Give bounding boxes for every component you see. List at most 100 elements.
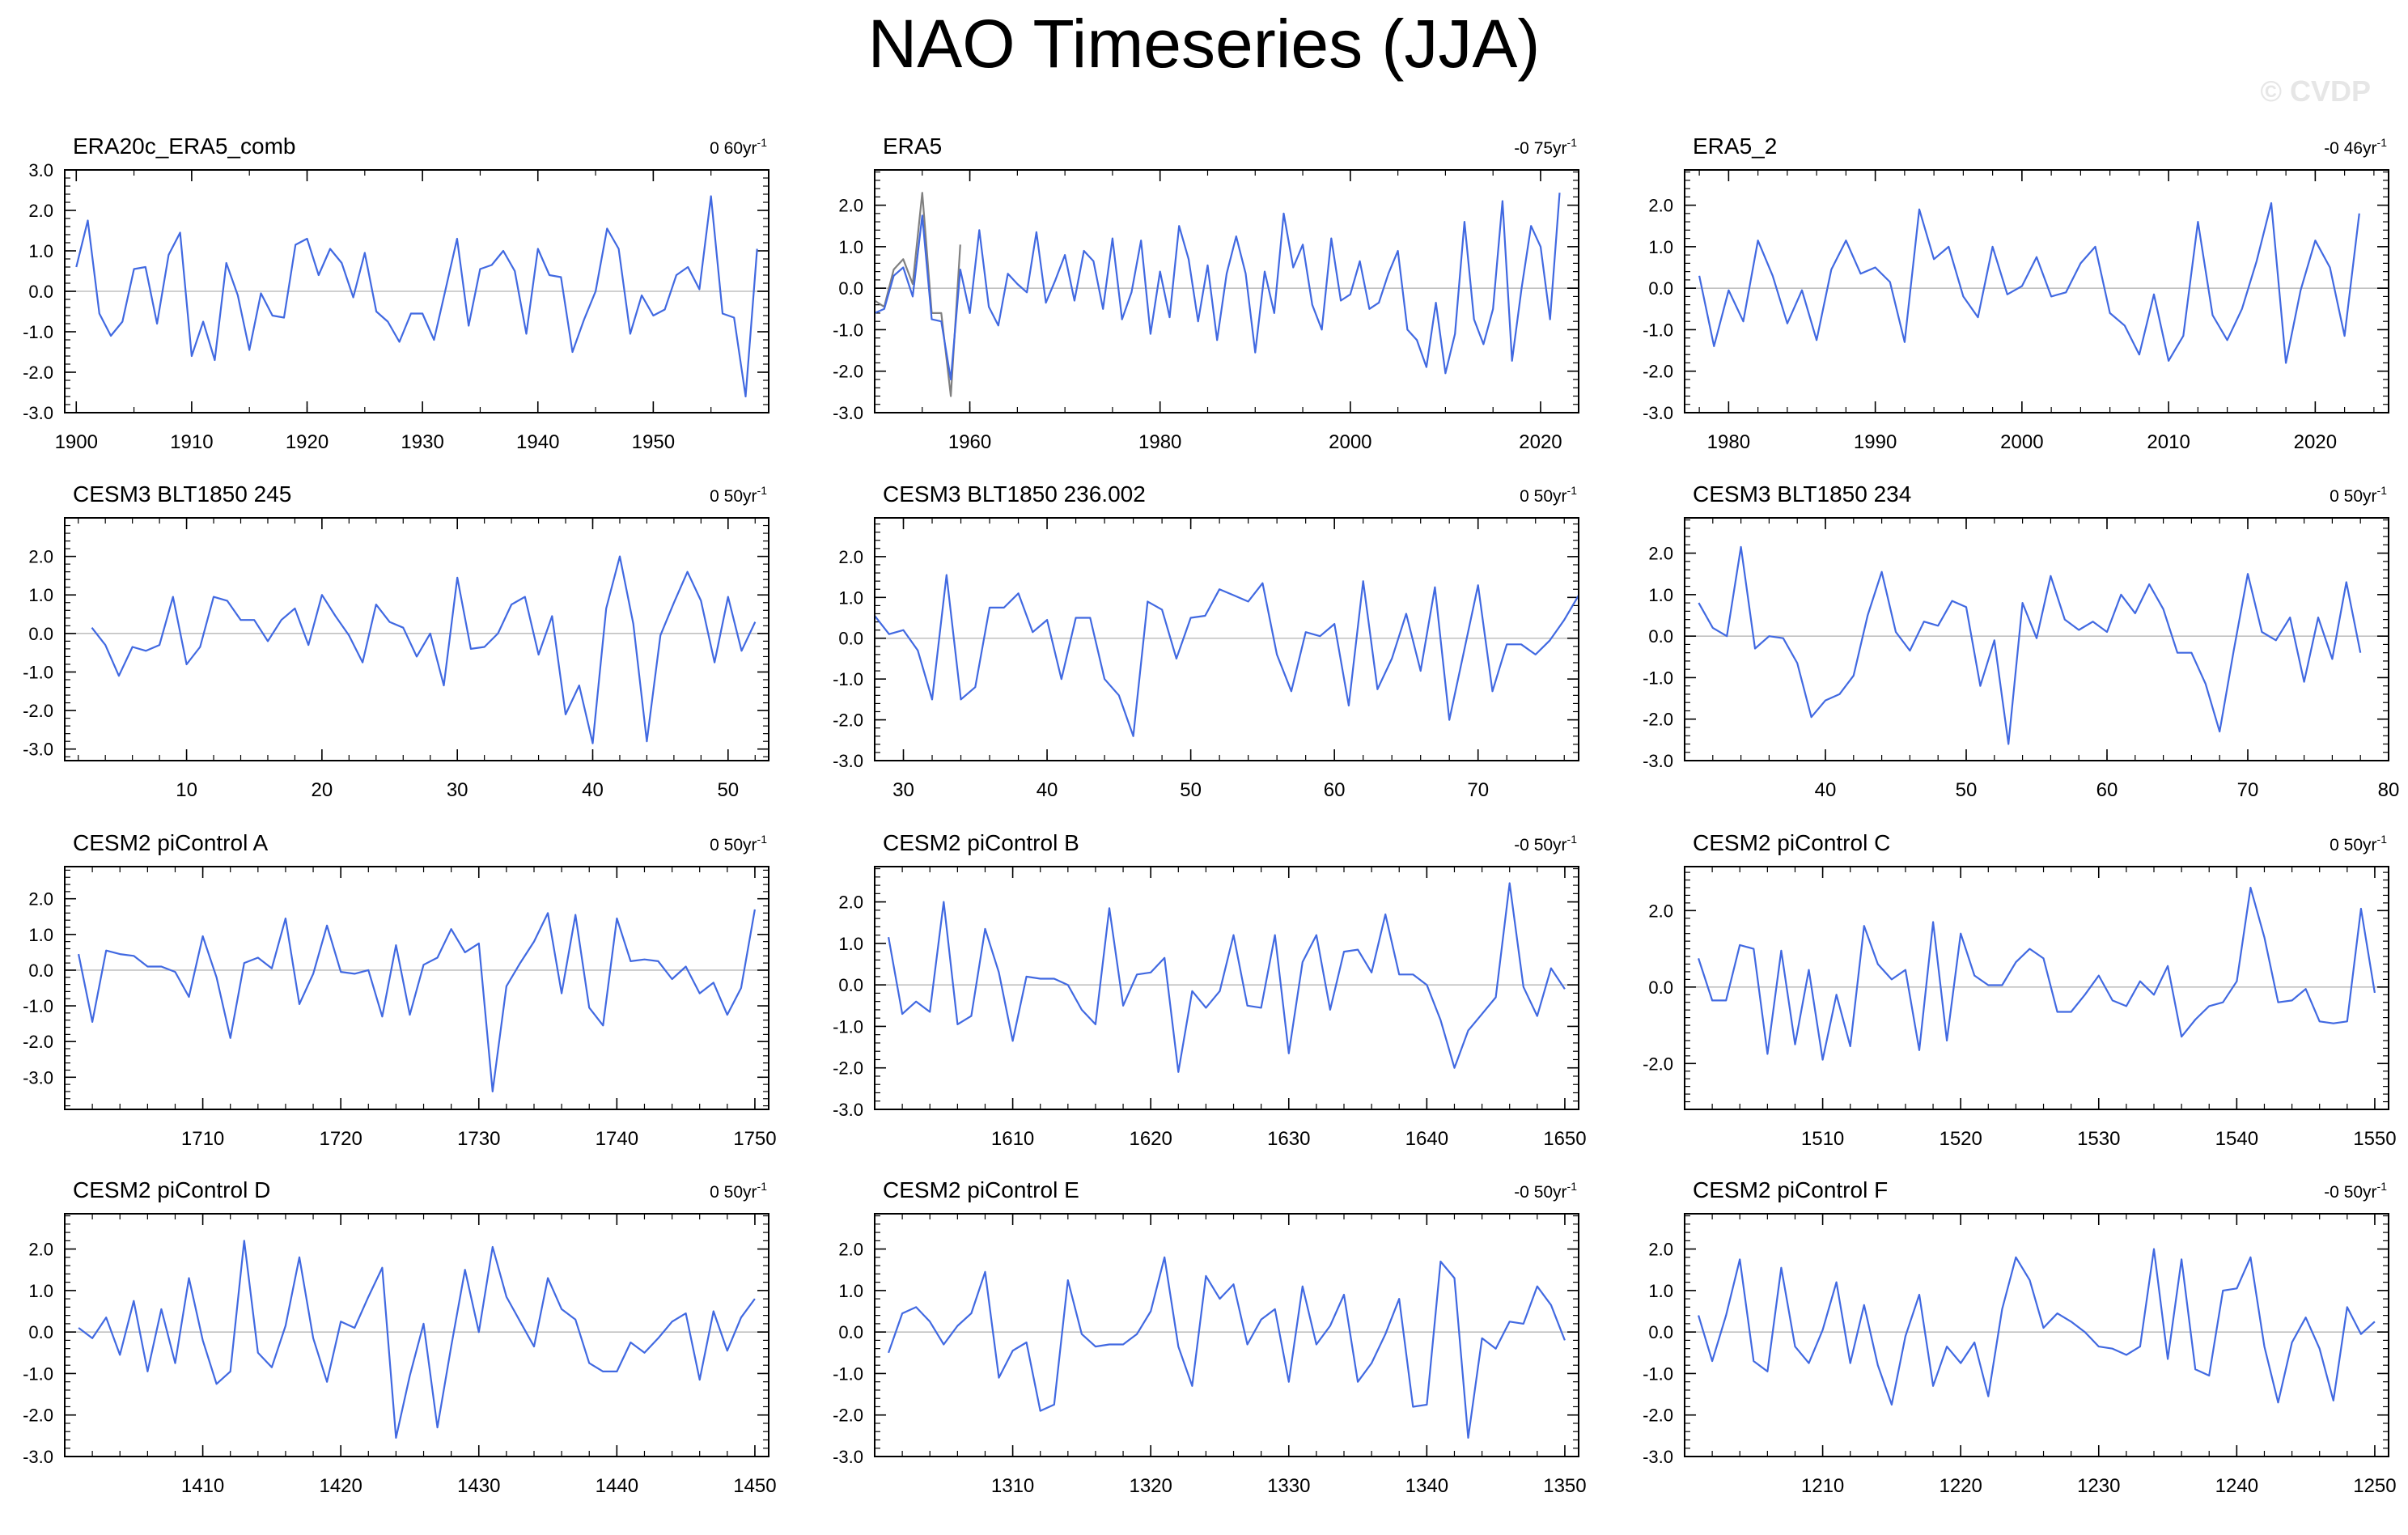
x-tick-label: 2020 xyxy=(1519,431,1562,453)
x-tick-label: 80 xyxy=(2378,779,2400,801)
y-tick-label: 1.0 xyxy=(838,934,863,954)
y-tick-label: -3.0 xyxy=(23,1067,53,1088)
y-tick-label: 1.0 xyxy=(28,1281,53,1301)
y-tick-label: 2.0 xyxy=(28,1240,53,1260)
x-tick-label: 1430 xyxy=(457,1475,500,1497)
y-tick-label: -1.0 xyxy=(1643,320,1673,340)
y-tick-label: -2.0 xyxy=(23,363,53,383)
y-tick-label: 1.0 xyxy=(1648,1281,1673,1301)
y-tick-label: 2.0 xyxy=(28,547,53,567)
y-tick-label: 0.0 xyxy=(1648,626,1673,647)
y-tick-label: 0.0 xyxy=(28,960,53,981)
x-tick-label: 1920 xyxy=(286,431,329,453)
x-tick-label: 1730 xyxy=(457,1128,500,1150)
y-tick-label: 0.0 xyxy=(28,624,53,644)
x-tick-label: 70 xyxy=(1467,779,1489,801)
series-line xyxy=(1698,201,2360,364)
plot-frame xyxy=(1684,169,2389,413)
y-tick-label: 0.0 xyxy=(1648,278,1673,299)
x-tick-label: 1420 xyxy=(319,1475,362,1497)
x-tick-label: 1230 xyxy=(2077,1475,2120,1497)
y-tick-label: -3.0 xyxy=(23,403,53,423)
x-tick-label: 1900 xyxy=(55,431,98,453)
y-tick-label: -2.0 xyxy=(833,710,863,731)
panel-10: CESM2 piControl D 0 50yr-1 1410 1420 1430 144… xyxy=(23,1177,777,1497)
panel-title: CESM2 piControl B xyxy=(883,830,1079,855)
x-tick-label: 1250 xyxy=(2353,1475,2396,1497)
y-tick-label: -3.0 xyxy=(833,403,863,423)
plot-frame xyxy=(64,866,769,1110)
x-tick-label: 60 xyxy=(1324,779,1346,801)
x-tick-label: 2020 xyxy=(2294,431,2337,453)
x-tick-label: 1520 xyxy=(1939,1128,1982,1150)
panel-12: CESM2 piControl F -0 50yr-1 1210 1220 1230 12… xyxy=(1643,1177,2397,1497)
y-tick-label: 1.0 xyxy=(1648,237,1673,257)
y-tick-label: 0.0 xyxy=(838,629,863,649)
series-line xyxy=(1698,886,2376,1061)
x-tick-label: 1510 xyxy=(1801,1128,1844,1150)
panel-title: ERA5 xyxy=(883,134,942,159)
series-line xyxy=(1698,545,2362,745)
y-tick-label: -2.0 xyxy=(1643,1054,1673,1074)
panel-title: ERA5_2 xyxy=(1693,134,1777,159)
y-tick-label: -2.0 xyxy=(833,1058,863,1079)
y-tick-label: -2.0 xyxy=(23,1406,53,1426)
y-tick-label: -2.0 xyxy=(833,1406,863,1426)
watermark: © CVDP xyxy=(2260,74,2371,108)
x-tick-label: 30 xyxy=(447,779,468,801)
x-tick-label: 1610 xyxy=(991,1128,1034,1150)
y-tick-label: 2.0 xyxy=(1648,196,1673,216)
x-tick-label: 70 xyxy=(2237,779,2259,801)
y-tick-label: 1.0 xyxy=(28,241,53,261)
trend-label: 0 50yr-1 xyxy=(2330,484,2387,506)
series-line xyxy=(75,195,758,398)
y-tick-label: 2.0 xyxy=(1648,901,1673,921)
y-tick-label: -3.0 xyxy=(833,751,863,771)
series-line xyxy=(1698,1248,2376,1406)
series-line xyxy=(888,1256,1566,1440)
panel-title: CESM2 piControl C xyxy=(1693,830,1890,855)
panel-4: CESM3 BLT1850 245 0 50yr-1 10 20 30 40 50 -3.0 -… xyxy=(23,481,769,801)
plot-frame xyxy=(1684,1213,2389,1457)
y-tick-label: 2.0 xyxy=(838,893,863,913)
trend-label: -0 50yr-1 xyxy=(1514,1180,1577,1202)
panel-title: CESM3 BLT1850 236.002 xyxy=(883,481,1146,507)
figure-title: NAO Timeseries (JJA) xyxy=(867,6,1541,82)
plot-frame xyxy=(874,169,1579,413)
y-tick-label: -3.0 xyxy=(833,1100,863,1120)
x-tick-label: 1330 xyxy=(1267,1475,1310,1497)
y-tick-label: -1.0 xyxy=(23,322,53,342)
x-tick-label: 1910 xyxy=(170,431,213,453)
y-tick-label: -3.0 xyxy=(1643,751,1673,771)
x-tick-label: 1530 xyxy=(2077,1128,2120,1150)
x-tick-label: 1710 xyxy=(181,1128,224,1150)
x-tick-label: 1940 xyxy=(516,431,559,453)
plot-frame xyxy=(64,169,769,413)
y-tick-label: 0.0 xyxy=(28,282,53,302)
x-tick-label: 1340 xyxy=(1405,1475,1448,1497)
plot-frame xyxy=(1684,517,2389,761)
series-line xyxy=(874,574,1579,737)
y-tick-label: -1.0 xyxy=(23,1363,53,1384)
y-tick-label: -1.0 xyxy=(1643,1363,1673,1384)
y-tick-label: 1.0 xyxy=(28,585,53,605)
y-tick-label: 2.0 xyxy=(1648,544,1673,564)
series-line xyxy=(874,193,1561,381)
x-tick-label: 1930 xyxy=(401,431,443,453)
y-tick-label: -3.0 xyxy=(23,740,53,760)
x-tick-label: 2000 xyxy=(1329,431,1371,453)
x-tick-label: 40 xyxy=(1815,779,1837,801)
y-tick-label: -1.0 xyxy=(833,1363,863,1384)
y-tick-label: 1.0 xyxy=(838,237,863,257)
y-tick-label: -2.0 xyxy=(23,701,53,721)
y-tick-label: -1.0 xyxy=(833,1016,863,1037)
y-tick-label: 0.0 xyxy=(838,278,863,299)
y-tick-label: 2.0 xyxy=(838,1240,863,1260)
y-tick-label: 2.0 xyxy=(28,889,53,910)
trend-label: -0 50yr-1 xyxy=(1514,833,1577,854)
panel-title: CESM2 piControl A xyxy=(73,830,269,855)
x-tick-label: 2010 xyxy=(2147,431,2190,453)
plot-frame xyxy=(64,517,769,761)
x-tick-label: 50 xyxy=(1956,779,1978,801)
trend-label: 0 50yr-1 xyxy=(2330,833,2387,854)
